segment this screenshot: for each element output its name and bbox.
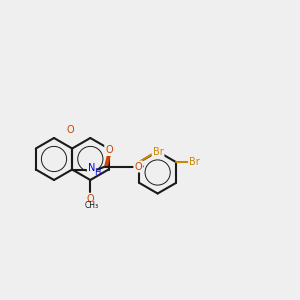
Text: O: O xyxy=(134,161,142,172)
Text: H: H xyxy=(94,168,100,177)
Text: Br: Br xyxy=(153,147,164,157)
Text: O: O xyxy=(105,145,113,155)
Text: N: N xyxy=(88,163,95,173)
Text: CH₃: CH₃ xyxy=(85,201,99,210)
Text: Br: Br xyxy=(189,157,200,167)
Text: O: O xyxy=(67,124,74,135)
Text: O: O xyxy=(86,194,94,205)
